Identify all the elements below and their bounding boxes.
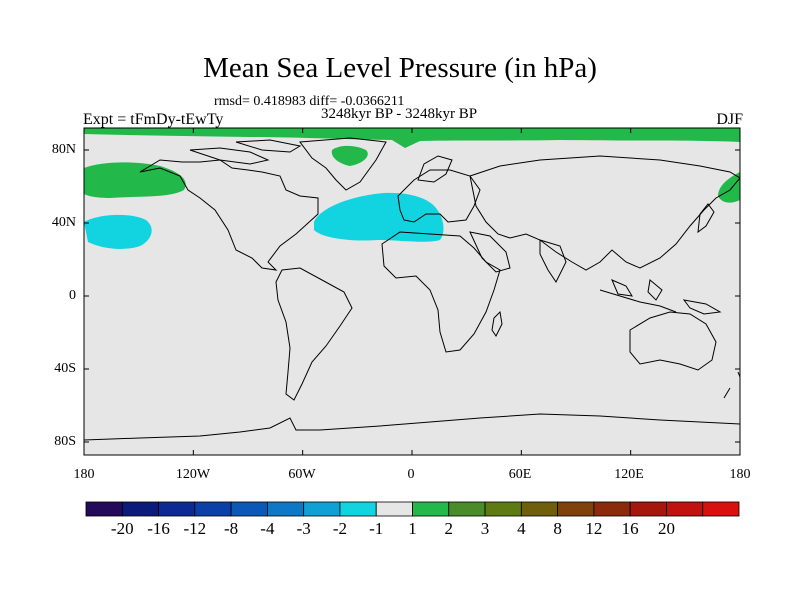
period-subtitle: 3248kyr BP - 3248kyr BP [321,106,478,122]
arabia-coast [469,231,511,273]
colorbar-box-12 [520,501,559,517]
colorbar-label: -1 [369,519,384,538]
lon-label-0: 0 [407,467,415,482]
lon-label-120e: 120E [614,467,644,482]
greenland-positive-region [331,145,368,166]
north-pacific-east-positive-region [718,172,740,203]
colorbar-box-1 [121,501,159,517]
indonesia-coast [599,279,677,313]
north-atlantic-negative-region [314,192,444,242]
colorbar-label: -20 [110,519,134,538]
lat-label-40n: 40N [51,215,76,230]
colorbar-box-14 [593,501,631,517]
stats-subtitle: rmsd= 0.418983 diff= -0.0366211 [214,94,405,109]
coastlines [84,137,740,441]
antarctica-coast [84,413,740,441]
colorbar-box-17 [702,501,740,517]
new-guinea-coast [682,299,722,315]
lon-label-120w: 120W [175,467,211,482]
arctic-islands-coast [189,139,302,165]
lon-label-60e: 60E [508,467,532,482]
colorbar-box-2 [158,501,196,517]
colorbar-label: -3 [296,519,311,538]
map-background [84,128,740,455]
colorbar-box-10 [448,501,486,517]
colorbar-label: 20 [657,519,675,538]
experiment-label: Expt = tFmDy-tEwTy [83,111,224,128]
arctic-positive-region [84,128,740,148]
colorbar-box-8 [375,501,413,517]
bering-positive-region [84,162,186,198]
lon-label-180w: 180 [73,467,95,482]
colorbar-box-11 [484,501,522,517]
australia-coast [629,311,717,371]
lat-label-80n: 80N [51,142,76,157]
colorbar-box-4 [230,501,268,517]
europe-coast [397,169,481,223]
colorbar-box-5 [266,501,305,517]
colorbar-box-9 [412,501,450,517]
colorbar-box-15 [629,501,667,517]
chart-title: Mean Sea Level Pressure (in hPa) [203,52,597,84]
colorbar-box-16 [666,501,704,517]
lat-label-40s: 40S [54,361,76,376]
colorbar-label: -16 [147,519,170,538]
colorbar-label: 2 [444,519,454,538]
scandinavia-coast [417,155,453,183]
colorbar-box-0 [85,501,123,517]
anomaly-shading [84,128,740,249]
india-coast [539,239,567,283]
colorbar-label: 4 [517,519,526,538]
lat-label-80s: 80S [54,434,76,449]
new-zealand-coast [723,371,740,399]
colorbar-box-13 [557,501,595,517]
axis-ticks [83,128,741,455]
colorbar [85,501,740,517]
colorbar-label: 12 [585,519,603,538]
colorbar-label: -12 [183,519,207,538]
lon-label-60w: 60W [288,467,316,482]
colorbar-box-7 [339,501,377,517]
colorbar-label: 16 [621,519,639,538]
lat-label-0: 0 [69,288,76,303]
greenland-coast [299,137,387,191]
season-label: DJF [716,111,743,128]
north-pacific-negative-region [84,214,152,249]
colorbar-label: -4 [260,519,275,538]
colorbar-label: -2 [332,519,348,538]
lon-label-180e: 180 [729,467,751,482]
africa-coast [381,231,501,353]
colorbar-label: -8 [224,519,239,538]
japan-coast [697,203,715,234]
colorbar-box-3 [194,501,232,517]
colorbar-label: 3 [480,519,490,538]
asia-coast [469,155,740,271]
madagascar-coast [491,310,503,337]
south-america-coast [275,267,353,401]
colorbar-box-6 [303,501,341,517]
colorbar-label: 8 [553,519,562,538]
north-america-coast [139,159,319,271]
colorbar-label: 1 [408,519,417,538]
